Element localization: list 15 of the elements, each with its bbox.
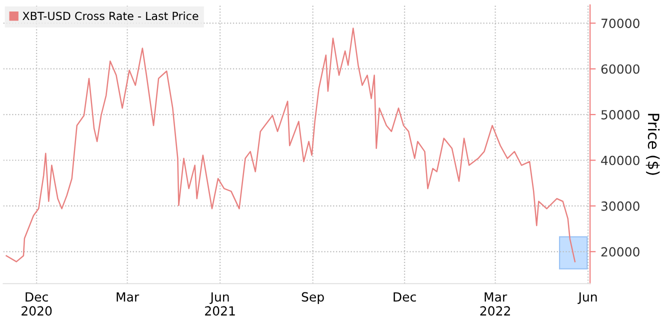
y-tick-label: 60000 [601, 64, 640, 74]
x-tick-label: Dec [394, 292, 416, 302]
x-tick-label: Mar 2022 [480, 292, 510, 316]
y-axis-title: Price ($) [646, 114, 660, 175]
y-tick-label: 40000 [601, 156, 640, 166]
y-tick-label: 50000 [601, 110, 640, 120]
x-tick-label: Dec 2020 [22, 292, 52, 316]
x-tick-label: Jun 2021 [205, 292, 235, 316]
x-tick-label: Jun [578, 292, 597, 304]
y-tick-label: 20000 [601, 247, 640, 257]
x-tick-label: Mar [116, 292, 140, 302]
x-tick-label: Sep [302, 292, 324, 304]
y-tick-label: 70000 [602, 18, 640, 28]
legend-label: XBT-USD Cross Rate - Last Price [22, 12, 198, 20]
y-tick-label: 30000 [601, 201, 640, 211]
